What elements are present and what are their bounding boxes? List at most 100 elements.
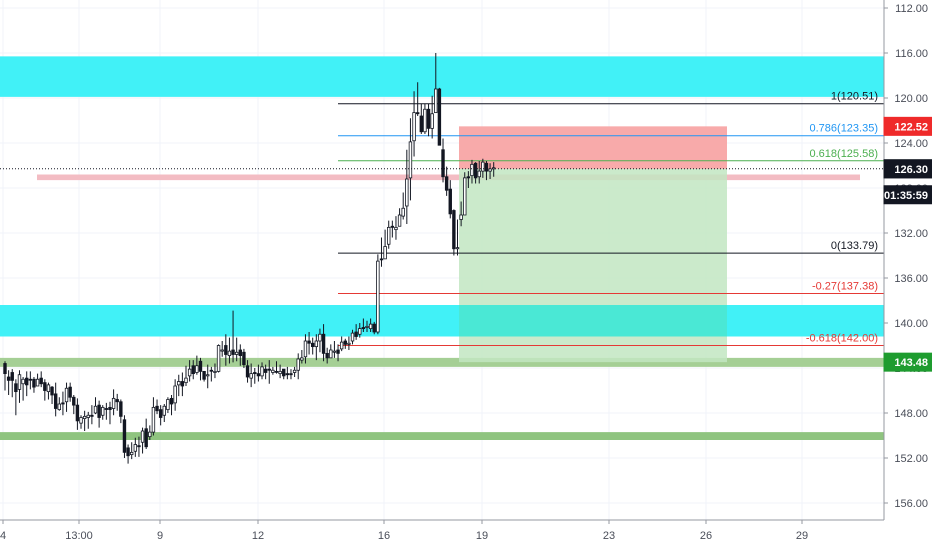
candle-body: [57, 403, 61, 411]
candle-body: [278, 370, 282, 375]
candle-body: [260, 366, 264, 377]
candle-body: [72, 396, 76, 406]
candle-body: [484, 162, 489, 172]
price-axis[interactable]: 112.00116.00120.00124.00128.00132.00136.…: [883, 0, 932, 550]
price-badge-bg: [883, 116, 932, 136]
candle-body: [14, 383, 18, 393]
candle-body: [376, 260, 380, 333]
candle-body: [412, 112, 416, 142]
candle-body: [372, 323, 376, 333]
fib-level-label: 1(120.51): [831, 91, 878, 103]
time-tick-label: 4: [0, 530, 6, 542]
fib-retracement[interactable]: 1(120.51) 0.786(123.35) 0.618(125.58) 0(133…: [338, 91, 884, 346]
candle-body: [408, 141, 413, 179]
price-tick-label: 148.00: [894, 408, 928, 420]
candle-body: [292, 369, 297, 373]
candle-body: [75, 404, 80, 422]
candle-body: [166, 399, 170, 411]
candle-body: [423, 108, 427, 133]
candle-body: [289, 373, 293, 376]
candle-body: [368, 323, 373, 330]
candle-body: [463, 177, 467, 216]
candle-body: [119, 401, 123, 417]
candle-body: [115, 399, 119, 403]
candle-body: [46, 384, 51, 393]
candle-body: [282, 368, 286, 377]
candle-body: [90, 414, 94, 417]
candle-body: [177, 381, 181, 386]
candle-body: [43, 382, 47, 391]
candle-body: [470, 163, 474, 177]
candle-body: [354, 331, 358, 337]
candle-body: [231, 349, 235, 355]
time-tick-label: 26: [700, 530, 712, 542]
candle-body: [32, 378, 36, 388]
candle-body: [187, 368, 192, 377]
candle-body: [209, 369, 214, 372]
candle-body: [53, 393, 58, 409]
price-zones: [0, 56, 884, 440]
time-tick-label: 16: [378, 530, 390, 542]
price-tick-label: 152.00: [894, 453, 928, 465]
candle-body: [158, 409, 163, 418]
candle-body: [350, 332, 355, 342]
candle-body: [206, 374, 210, 377]
candle-body: [133, 444, 138, 452]
candle-body: [79, 417, 83, 424]
price-badge-label: 01:35:59: [884, 190, 928, 202]
candle-body: [455, 247, 460, 250]
price-badge-bg: [883, 159, 932, 179]
candle-body: [253, 372, 257, 375]
price-tick-label: 132.00: [894, 228, 928, 240]
candle-body: [140, 430, 145, 443]
long-position-tool[interactable]: [459, 126, 727, 363]
time-axis[interactable]: 4 13:00 9 12 16 19 23 26 29: [0, 519, 932, 550]
candle-body: [325, 352, 329, 359]
candle-body: [104, 408, 109, 410]
price-tick-label: 136.00: [894, 273, 928, 285]
price-tick-label: 120.00: [894, 93, 928, 105]
candle-body: [184, 377, 188, 384]
candle-body: [224, 345, 228, 355]
candle-body: [195, 365, 199, 373]
candle-body: [401, 207, 405, 217]
candle-body: [430, 113, 434, 129]
price-badge-bg: [883, 185, 932, 205]
candle-body: [343, 340, 347, 345]
candle-body: [473, 162, 478, 179]
candle-body: [64, 387, 69, 403]
time-tick-label: 19: [476, 530, 488, 542]
fib-level-label: -0.618(142.00): [806, 333, 878, 345]
candle-body: [285, 373, 290, 376]
candle-body: [216, 345, 221, 372]
candle-body: [28, 378, 33, 381]
candle-body: [148, 431, 152, 438]
candle-body: [477, 170, 481, 178]
candle-body: [155, 405, 159, 412]
candle-body: [129, 451, 134, 456]
candle-body: [426, 108, 431, 129]
candle-body: [126, 447, 130, 457]
candle-body: [220, 349, 224, 352]
candle-body: [488, 168, 492, 172]
candle-body: [213, 370, 217, 373]
candle-body: [394, 226, 398, 231]
time-tick-label: 13:00: [65, 530, 93, 542]
candle-body: [332, 350, 337, 353]
candle-body: [21, 378, 25, 385]
price-badge-bg: [883, 352, 932, 372]
candle-body: [245, 365, 250, 378]
candle-body: [263, 368, 268, 373]
candle-body: [169, 397, 174, 405]
candle-body: [387, 226, 391, 245]
candle-body: [441, 149, 445, 178]
candle-body: [379, 258, 384, 261]
entry-line: [37, 174, 860, 181]
candle-body: [321, 333, 326, 354]
candle-body: [68, 386, 72, 398]
candle-body: [318, 333, 322, 342]
time-tick-label: 12: [252, 530, 264, 542]
stop-loss-area: [459, 126, 727, 169]
